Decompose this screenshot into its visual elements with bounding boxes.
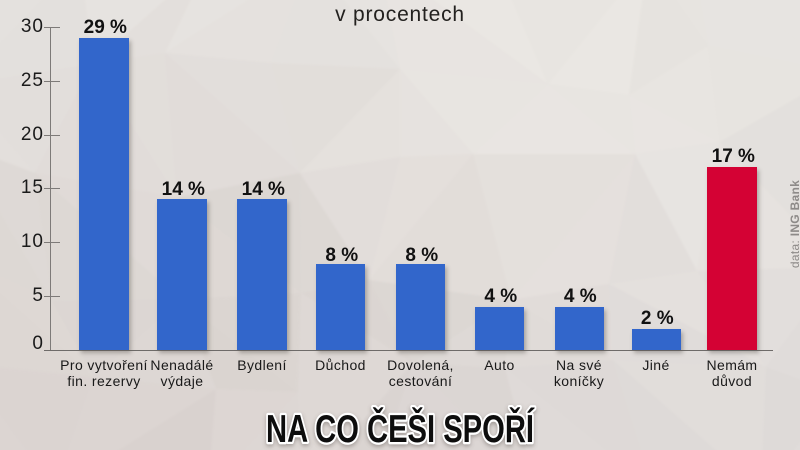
svg-text:NA CO ČEŠI SPOŘÍ: NA CO ČEŠI SPOŘÍ — [266, 406, 535, 450]
